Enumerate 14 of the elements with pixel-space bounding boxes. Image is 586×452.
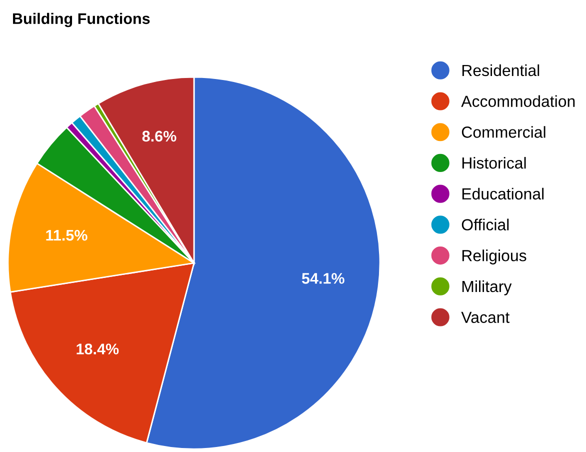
legend-label: Vacant [461, 312, 510, 324]
data-label: 11.5% [46, 230, 88, 241]
legend-label: Official [462, 218, 509, 230]
legend-label: Religious [462, 250, 526, 264]
data-label: 18.4% [76, 344, 119, 354]
legend-label: Educational [462, 188, 544, 200]
data-label: 8.6% [142, 130, 176, 142]
legend-label: Accommodation [461, 95, 575, 107]
legend-label: Historical [462, 156, 526, 169]
data-label: 54.1% [302, 273, 344, 284]
chart-title: Building Functions [13, 12, 150, 28]
legend-label: Military [462, 280, 512, 296]
legend-label: Residential [462, 64, 540, 76]
legend-label: Commercial [462, 126, 546, 138]
